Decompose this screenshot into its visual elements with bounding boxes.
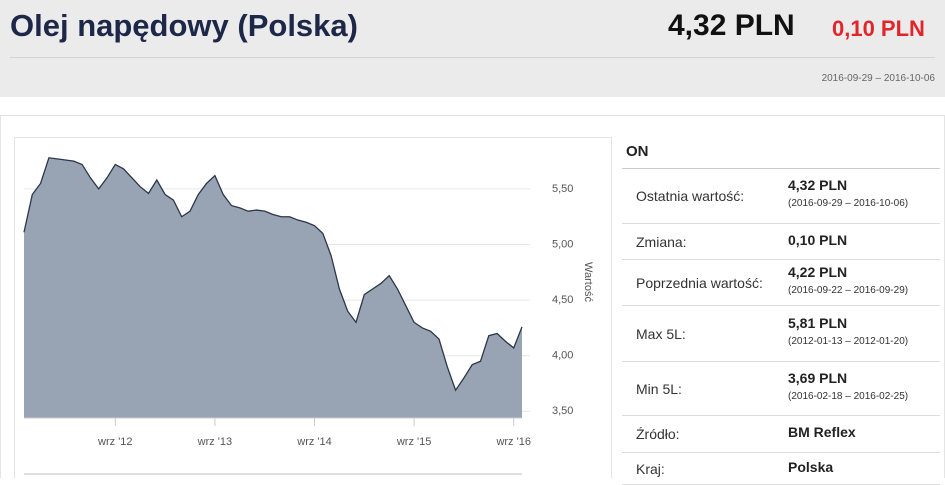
row-value: 5,81 PLN [788, 314, 848, 331]
y-tick-label: 4,00 [552, 350, 573, 362]
row-value: 3,69 PLN [788, 369, 848, 386]
y-tick-label: 5,50 [552, 183, 573, 195]
table-title: ON [622, 137, 940, 169]
row-label: Min 5L: [636, 380, 682, 397]
y-tick-label: 4,50 [552, 294, 573, 306]
chart: 3,50 4,00 4,50 5,00 5,50 wrz '12 wrz '13 wrz '1… [23, 157, 594, 475]
table-row: Ostatnia wartość: 4,32 PLN (2016-09-29 – 2… [622, 169, 940, 224]
change: 0,10 PLN [832, 16, 925, 41]
row-value: Polska [788, 458, 834, 475]
x-tick-label: wrz '13 [197, 436, 233, 448]
row-period: (2012-01-13 – 2012-01-20) [788, 335, 909, 347]
row-period: (2016-09-22 – 2016-09-29) [788, 284, 909, 296]
row-value: 4,22 PLN [788, 263, 848, 280]
row-label: Max 5L: [636, 325, 686, 342]
x-tick-label: wrz '15 [396, 436, 432, 448]
row-label: Ostatnia wartość: [636, 188, 745, 204]
area [24, 157, 522, 419]
header [0, 0, 945, 97]
line [23, 157, 523, 392]
title: Olej napędowy (Polska) [10, 8, 358, 43]
row-value: 0,10 PLN [788, 231, 848, 248]
table-row: Kraj: Polska [622, 453, 940, 485]
table-row: Źródło: BM Reflex [622, 416, 940, 453]
row-period: (2016-02-18 – 2016-02-25) [788, 390, 909, 402]
chart-panel [14, 137, 612, 478]
row-label: Kraj: [636, 460, 665, 477]
table-row: Min 5L: 3,69 PLN (2016-02-18 – 2016-02-25) [622, 362, 940, 416]
info-table: ON Ostatnia wartość: 4,32 PLN (2016-09-29 … [622, 137, 940, 485]
table-row: Max 5L: 5,81 PLN (2012-01-13 – 2012-01-20) [622, 306, 940, 362]
row-label: Poprzednia wartość: [636, 274, 763, 291]
x-tick-label: wrz '16 [495, 436, 531, 448]
period: 2016-09-29 – 2016-10-06 [821, 73, 935, 84]
x-tick-label: wrz '14 [296, 436, 332, 448]
table-row: Poprzednia wartość: 4,22 PLN (2016-09-22 –… [622, 260, 940, 306]
row-value: BM Reflex [788, 424, 856, 440]
y-tick-label: 5,00 [552, 238, 573, 250]
row-period: (2016-09-29 – 2016-10-06) [788, 198, 909, 209]
y-tick-label: 3,50 [552, 405, 573, 417]
row-label: Zmiana: [636, 233, 687, 250]
row-label: Źródło: [636, 426, 680, 442]
price: 4,32 PLN [668, 9, 795, 42]
y-axis-label: Wartość [582, 262, 594, 302]
divider [10, 57, 935, 58]
table-row: Zmiana: 0,10 PLN [622, 224, 940, 260]
row-value: 4,32 PLN [788, 177, 848, 193]
x-tick-label: wrz '12 [97, 436, 133, 448]
